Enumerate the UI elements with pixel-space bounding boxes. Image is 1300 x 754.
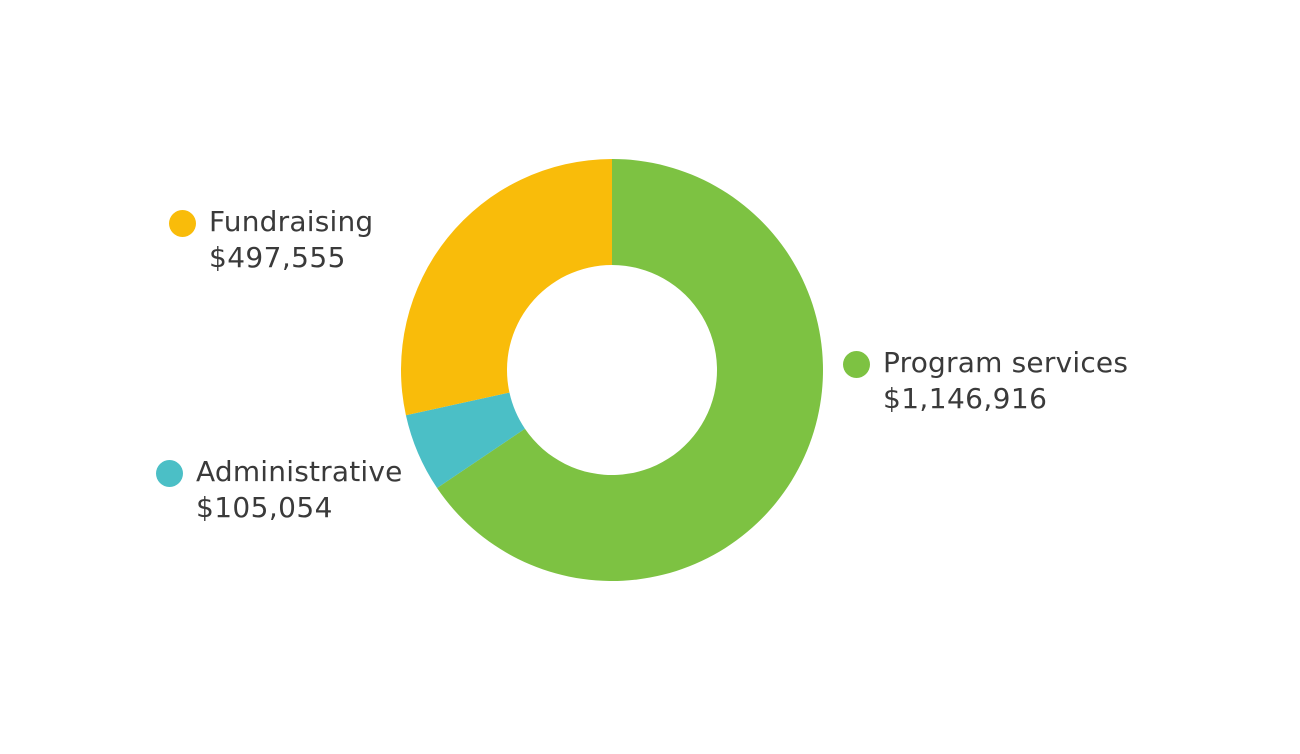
legend-dot-fundraising	[169, 210, 196, 237]
legend-value-fundraising: $497,555	[209, 241, 346, 274]
legend-dot-administrative	[156, 460, 183, 487]
donut-slices	[401, 159, 823, 582]
legend-value-program-services: $1,146,916	[883, 382, 1048, 415]
donut-slice-fundraising	[401, 159, 612, 416]
legend-label-fundraising: Fundraising	[209, 205, 374, 238]
legend-label-administrative: Administrative	[196, 455, 403, 488]
donut-slice-program-services	[437, 159, 823, 582]
donut-slice-administrative	[405, 392, 525, 488]
legend-value-administrative: $105,054	[196, 491, 333, 524]
legend-label-program-services: Program services	[883, 346, 1129, 379]
legend-dot-program-services	[843, 351, 870, 378]
